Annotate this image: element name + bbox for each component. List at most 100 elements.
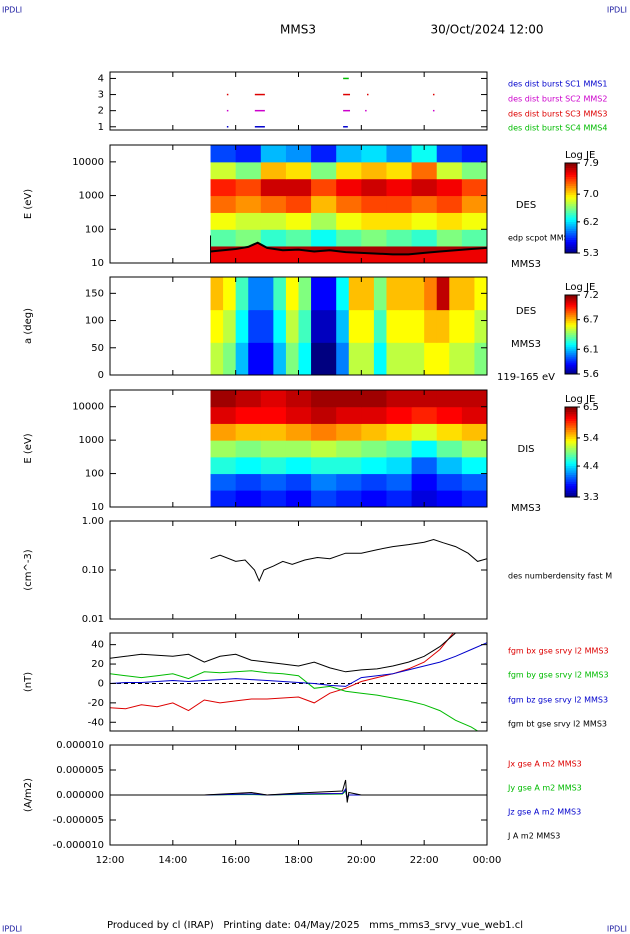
colorbar-title: Log JE <box>565 282 595 293</box>
colorbar-strip <box>565 356 577 359</box>
heat-cell <box>336 342 350 375</box>
heat-cell <box>411 390 438 408</box>
y-tick-label: 0.10 <box>82 565 104 576</box>
heat-cell <box>336 229 362 247</box>
colorbar-strip <box>565 425 577 428</box>
heat-cell <box>273 342 287 375</box>
heat-cell <box>210 473 237 491</box>
panel <box>210 277 487 375</box>
heat-cell <box>361 423 387 441</box>
heat-cell <box>223 342 237 375</box>
colorbar-tick-label: 4.4 <box>583 461 599 472</box>
heat-cell <box>336 195 362 213</box>
colorbar-strip <box>565 163 577 166</box>
colorbar-tick-label: 7.2 <box>583 290 599 301</box>
legend-label: des dist burst SC2 MMS2 <box>508 95 607 104</box>
heat-cell <box>386 229 413 247</box>
colorbar-strip <box>565 346 577 349</box>
series-line <box>110 633 454 712</box>
heat-cell <box>285 229 312 247</box>
y-tick-label: -20 <box>88 698 104 709</box>
heat-cell <box>235 195 262 213</box>
colorbar-strip <box>565 312 577 316</box>
heat-cell <box>361 456 387 475</box>
heat-cell <box>411 440 438 458</box>
y-tick-label: 10000 <box>72 157 104 168</box>
colorbar-strip <box>565 454 577 457</box>
heat-cell <box>386 342 400 375</box>
colorbar-strip <box>565 194 577 198</box>
heat-cell <box>436 456 463 475</box>
heat-cell <box>348 342 362 375</box>
heat-cell <box>461 309 475 343</box>
heat-cell <box>411 309 425 343</box>
y-tick-label: 10000 <box>72 402 104 413</box>
colorbar-title: Log JE <box>565 394 595 405</box>
heat-cell <box>436 406 463 424</box>
colorbar-strip <box>565 326 577 330</box>
colorbar-strip <box>565 212 577 216</box>
colorbar-strip <box>565 476 577 480</box>
heat-cell <box>311 277 325 311</box>
heat-cell <box>311 229 337 247</box>
colorbar-strip <box>565 427 577 430</box>
heat-cell <box>311 178 337 197</box>
corner-label: IPDLI <box>607 6 627 15</box>
colorbar-strip <box>565 336 577 339</box>
colorbar-tick-label: 5.4 <box>583 433 599 444</box>
heat-cell <box>285 342 299 375</box>
y-tick-label: -0.000005 <box>53 815 104 826</box>
heat-cell <box>361 440 387 458</box>
colorbar-strip <box>565 340 577 343</box>
colorbar-strip <box>565 360 577 363</box>
colorbar-strip <box>565 409 577 412</box>
heat-cell <box>311 473 337 491</box>
colorbar-strip <box>565 205 577 209</box>
heat-cell <box>235 277 249 311</box>
colorbar-strip <box>565 208 577 211</box>
colorbar-strip <box>565 479 577 482</box>
colorbar-title: Log JE <box>565 150 595 161</box>
colorbar-strip <box>565 228 577 231</box>
heat-cell <box>411 178 438 197</box>
colorbar-strip <box>565 217 577 220</box>
panel-label: MMS3 <box>511 339 541 350</box>
heat-cell <box>235 212 262 230</box>
heat-cell <box>336 473 362 491</box>
colorbar-tick-label: 5.6 <box>583 369 599 380</box>
heat-cell <box>285 440 312 458</box>
colorbar-strip <box>565 434 577 437</box>
heat-cell <box>361 178 387 197</box>
colorbar-strip <box>565 458 577 462</box>
heat-cell <box>311 406 337 424</box>
colorbar-strip <box>565 342 577 345</box>
legend-label: des dist burst SC1 MMS1 <box>508 80 607 89</box>
colorbar-strip <box>565 431 577 435</box>
heat-cell <box>336 161 362 180</box>
y-tick-label: 2 <box>98 106 104 117</box>
y-tick-label: 3 <box>98 90 104 101</box>
colorbar-tick-label: 6.7 <box>583 315 599 326</box>
colorbar-strip <box>565 449 577 453</box>
colorbar-tick-label: 7.0 <box>583 189 599 200</box>
colorbar-tick-label: 5.3 <box>583 248 599 259</box>
y-tick-label: 10 <box>91 502 104 513</box>
heat-cell <box>235 342 249 375</box>
heat-cell <box>461 406 487 424</box>
heat-cell <box>311 440 337 458</box>
heat-cell <box>361 277 375 311</box>
colorbar-strip <box>565 219 577 222</box>
heat-cell <box>260 406 287 424</box>
colorbar-strip <box>565 320 577 324</box>
y-tick-label: 0 <box>98 370 104 381</box>
heat-cell <box>436 195 463 213</box>
heat-cell <box>210 145 237 163</box>
legend-label: des dist burst SC4 MMS4 <box>508 124 607 133</box>
colorbar-tick-label: 3.3 <box>583 492 599 503</box>
colorbar-strip <box>565 183 577 186</box>
x-tick-label: 22:00 <box>410 855 439 866</box>
colorbar-strip <box>565 334 577 337</box>
heat-cell <box>361 229 387 247</box>
colorbar-strip <box>565 178 577 182</box>
